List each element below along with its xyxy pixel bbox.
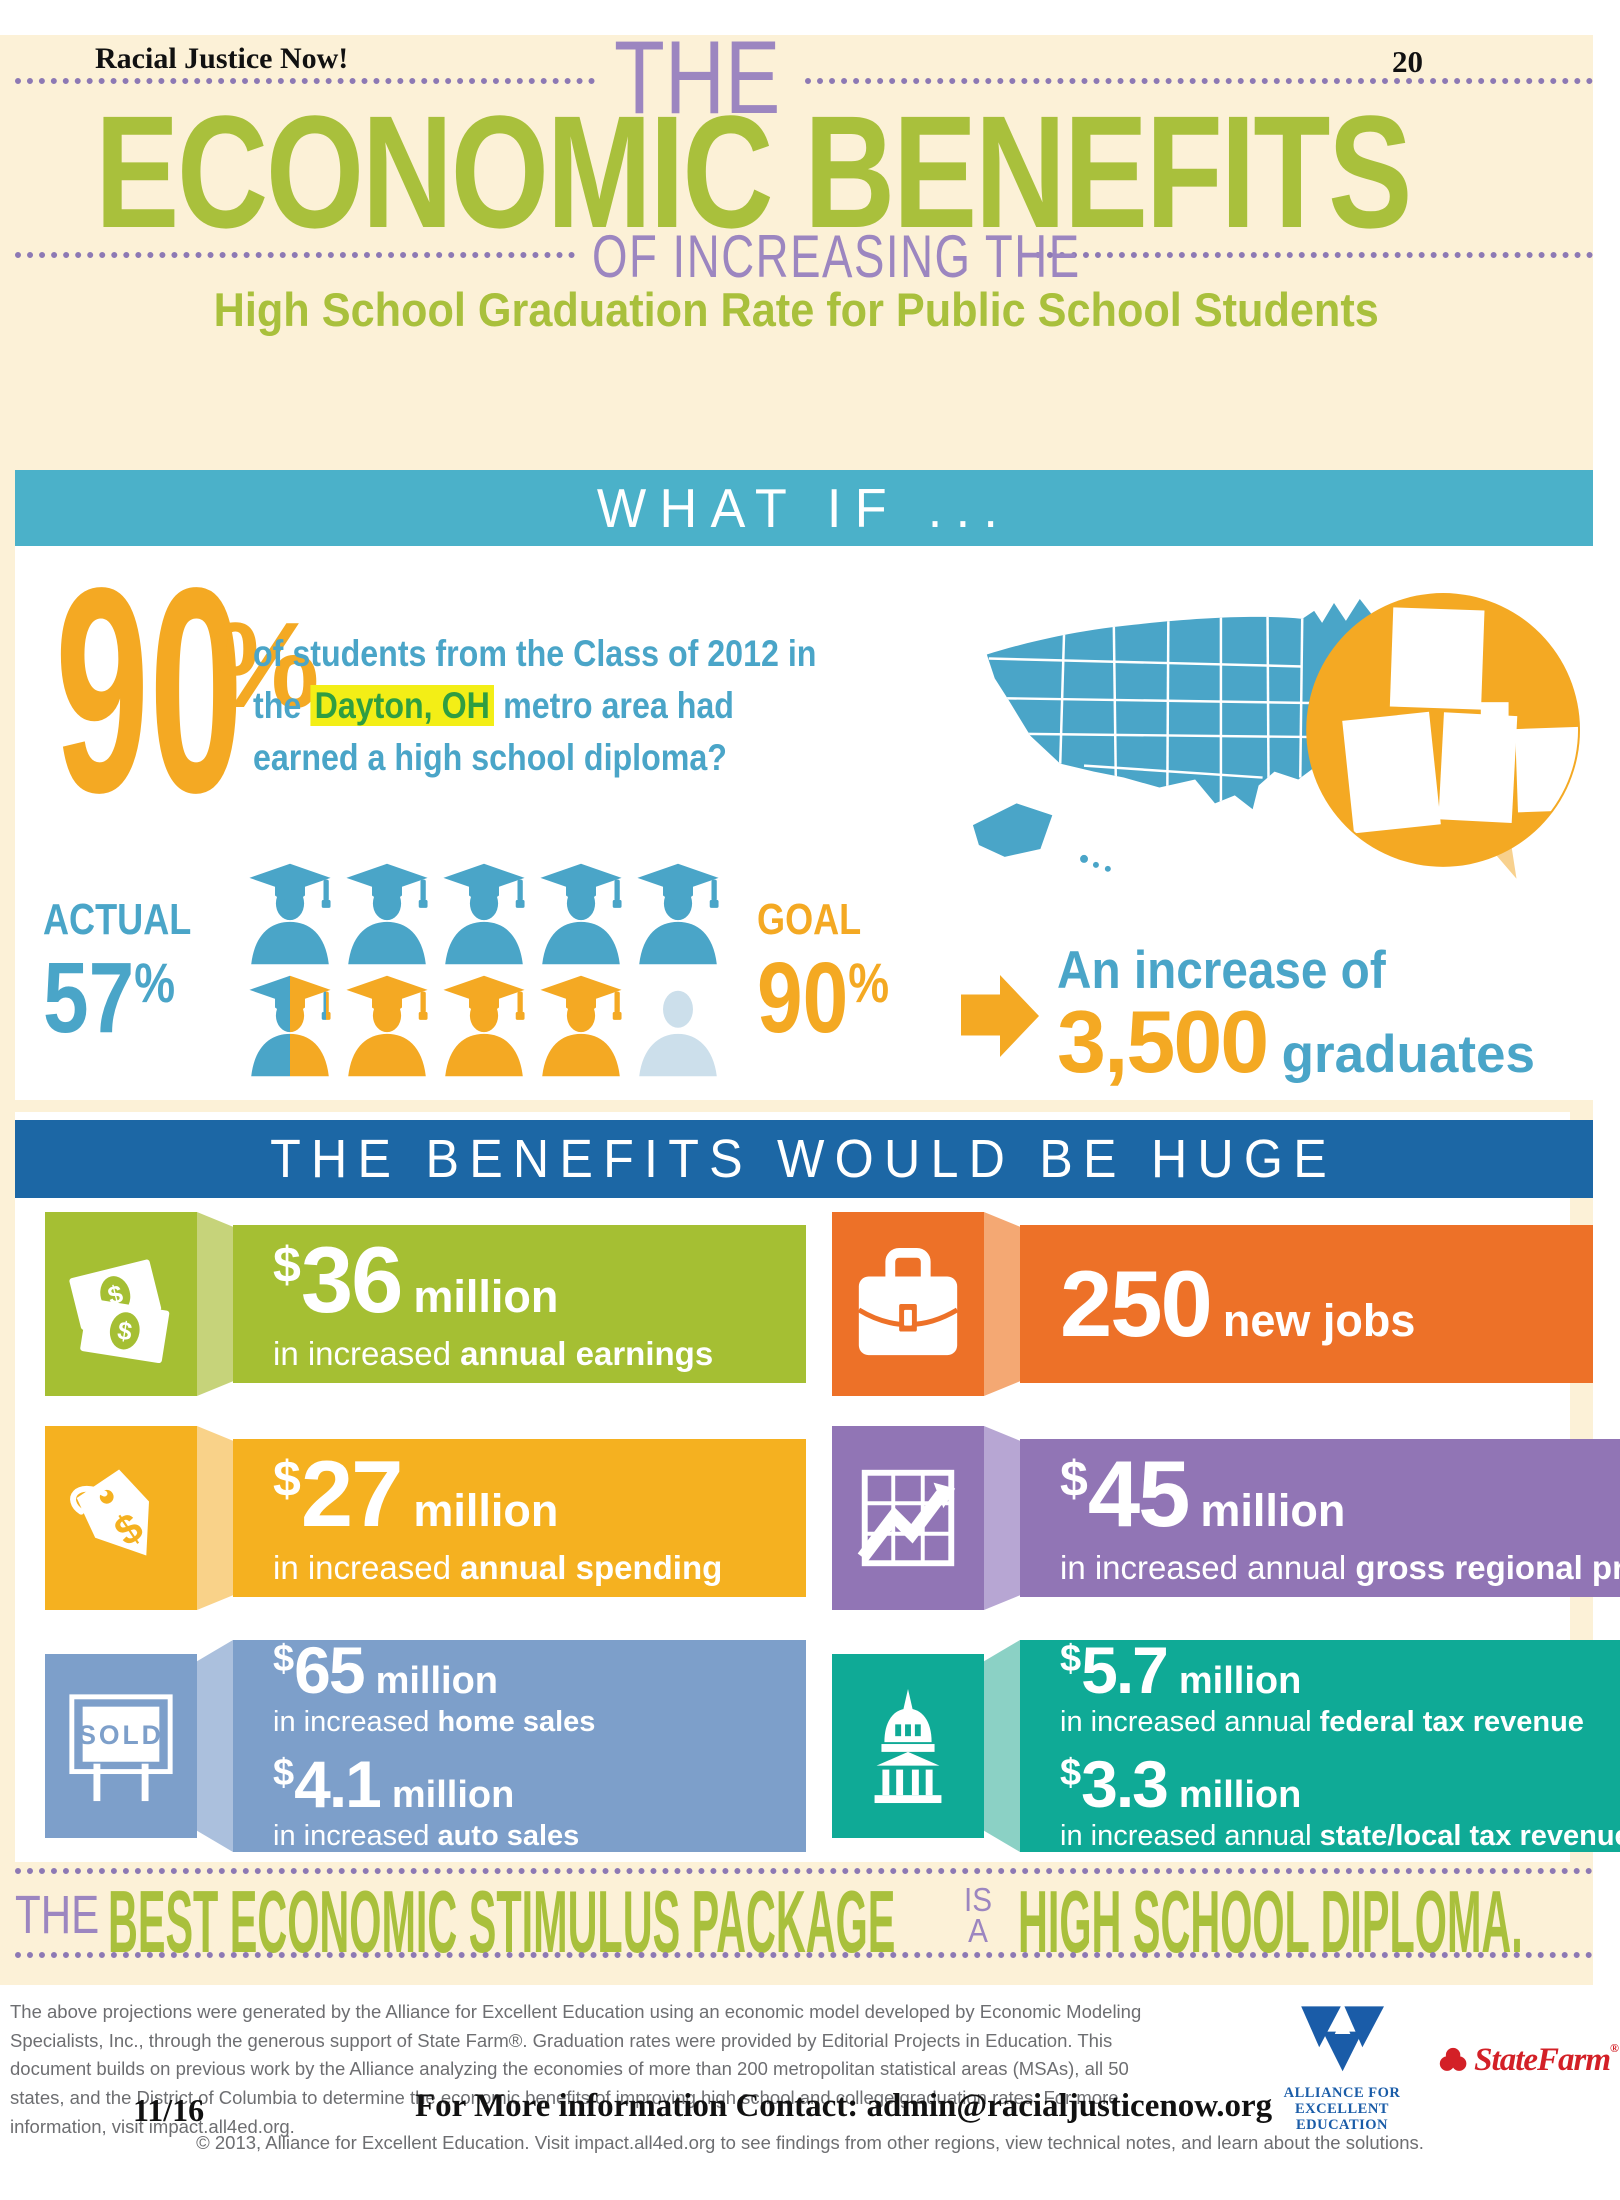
- graduate-icon: [439, 974, 529, 1078]
- increase-suffix: graduates: [1281, 1025, 1535, 1084]
- money-icon: $ $: [45, 1212, 197, 1396]
- dotted-divider: [1035, 252, 1593, 258]
- price-tag-icon: $: [45, 1426, 197, 1610]
- alliance-logo-mark: [1301, 2006, 1384, 2072]
- dotted-divider: [805, 78, 1593, 84]
- title-tagline: High School Graduation Rate for Public S…: [213, 283, 1380, 336]
- tile-new-jobs: 250 new jobs: [832, 1212, 1593, 1396]
- tile-fold: [197, 1426, 233, 1610]
- actual-value: 57%: [43, 942, 176, 1054]
- alliance-logo-text: ALLIANCE FOR EXCELLENT EDUCATION: [1283, 2085, 1401, 2133]
- copyright-line: © 2013, Alliance for Excellent Education…: [196, 2132, 1424, 2153]
- tile-band: $27 million in increased annual spending: [233, 1439, 806, 1597]
- goal-label: GOAL: [757, 895, 862, 944]
- benefit-tiles: $ $ $36 million in increased annual earni…: [45, 1212, 1620, 1852]
- what-if-panel: 90 % of students from the Class of 2012 …: [15, 527, 1593, 1100]
- briefcase-icon: [832, 1212, 984, 1396]
- page-number: 20: [1392, 44, 1423, 79]
- capitol-icon: [832, 1654, 984, 1838]
- tile-fold: [197, 1640, 233, 1852]
- svg-text:$: $: [115, 1317, 133, 1347]
- dotted-divider: [15, 1868, 1593, 1874]
- non-graduate-icon: [633, 974, 723, 1078]
- disclaimer-text: The above projections were generated by …: [10, 2001, 1142, 2137]
- chart-icon: [832, 1426, 984, 1610]
- tile-band: $45 million in increased annual gross reg…: [1020, 1439, 1620, 1597]
- graduate-icon-split: [245, 974, 335, 1078]
- dotted-divider: [15, 252, 575, 258]
- graduate-icon: [245, 862, 335, 966]
- increase-text: An increase of: [1057, 941, 1386, 1000]
- increase-value: 3,500: [1057, 992, 1269, 1091]
- what-if-banner: WHAT IF ...: [15, 470, 1593, 546]
- tile-annual-earnings: $ $ $36 million in increased annual earni…: [45, 1212, 806, 1396]
- highlight-dayton-oh: Dayton, OH: [310, 684, 495, 726]
- graduates-pictogram: [245, 862, 731, 1086]
- graduate-icon: [342, 974, 432, 1078]
- statefarm-logo-mark: [1439, 2047, 1467, 2071]
- stat-90-value: 90: [55, 527, 244, 853]
- tile-band: $65 million in increased home sales $4.1 m…: [233, 1637, 806, 1852]
- graduate-icon: [536, 862, 626, 966]
- dotted-divider: [15, 78, 595, 84]
- alaska-shape: [972, 803, 1053, 857]
- arrow-right-icon: [961, 974, 1039, 1058]
- date-label: 11/16: [133, 2092, 205, 2128]
- graduate-icon: [536, 974, 626, 1078]
- us-map-graphic: [965, 558, 1580, 888]
- graduate-icon: [633, 862, 723, 966]
- svg-text:SOLD: SOLD: [78, 1720, 164, 1750]
- tile-fold: [984, 1212, 1020, 1396]
- what-if-question: of students from the Class of 2012 in th…: [253, 633, 817, 778]
- graduate-icon: [342, 862, 432, 966]
- increase-value-line: 3,500 graduates: [1057, 998, 1535, 1086]
- dotted-divider: [15, 1952, 1593, 1958]
- tile-band: 250 new jobs: [1020, 1225, 1593, 1383]
- tile-annual-spending: $ $27 million in increased annual spendin…: [45, 1426, 806, 1610]
- title-the: THE: [614, 20, 781, 136]
- alliance-logo: ALLIANCE FOR EXCELLENT EDUCATION: [1252, 2000, 1432, 2134]
- tile-fold: [984, 1640, 1020, 1852]
- contact-line: For More information Contact: admin@raci…: [415, 2088, 1273, 2124]
- stimulus-part1: BEST ECONOMIC STIMULUS PACKAGE: [108, 1872, 896, 1971]
- tile-fold: [197, 1212, 233, 1396]
- graduate-icon: [439, 862, 529, 966]
- stimulus-the: THE: [15, 1885, 100, 1945]
- tile-gross-regional-product: $45 million in increased annual gross reg…: [832, 1426, 1620, 1610]
- metro-counties: [1342, 607, 1579, 834]
- stat-90-percent: %: [211, 597, 320, 733]
- stimulus-is-a: IS A: [964, 1881, 993, 1950]
- sold-sign-icon: SOLD: [45, 1654, 197, 1838]
- brand-title: Racial Justice Now!: [95, 42, 349, 75]
- tile-tax-revenue: $5.7 million in increased annual federal …: [832, 1637, 1620, 1852]
- title-subtitle: OF INCREASING THE: [592, 223, 1081, 290]
- benefits-banner: THE BENEFITS WOULD BE HUGE: [15, 1120, 1593, 1198]
- title-main: ECONOMIC BENEFITS: [95, 82, 1412, 261]
- goal-value: 90%: [757, 942, 890, 1054]
- actual-label: ACTUAL: [43, 895, 192, 944]
- tile-home-auto-sales: SOLD $65 million in increased home sales …: [45, 1637, 806, 1852]
- statefarm-logo: StateFarm®: [1438, 2040, 1619, 2080]
- tile-band: $5.7 million in increased annual federal …: [1020, 1637, 1620, 1852]
- tile-fold: [984, 1426, 1020, 1610]
- stimulus-part2: HIGH SCHOOL DIPLOMA.: [1018, 1872, 1523, 1971]
- tile-band: $36 million in increased annual earnings: [233, 1225, 806, 1383]
